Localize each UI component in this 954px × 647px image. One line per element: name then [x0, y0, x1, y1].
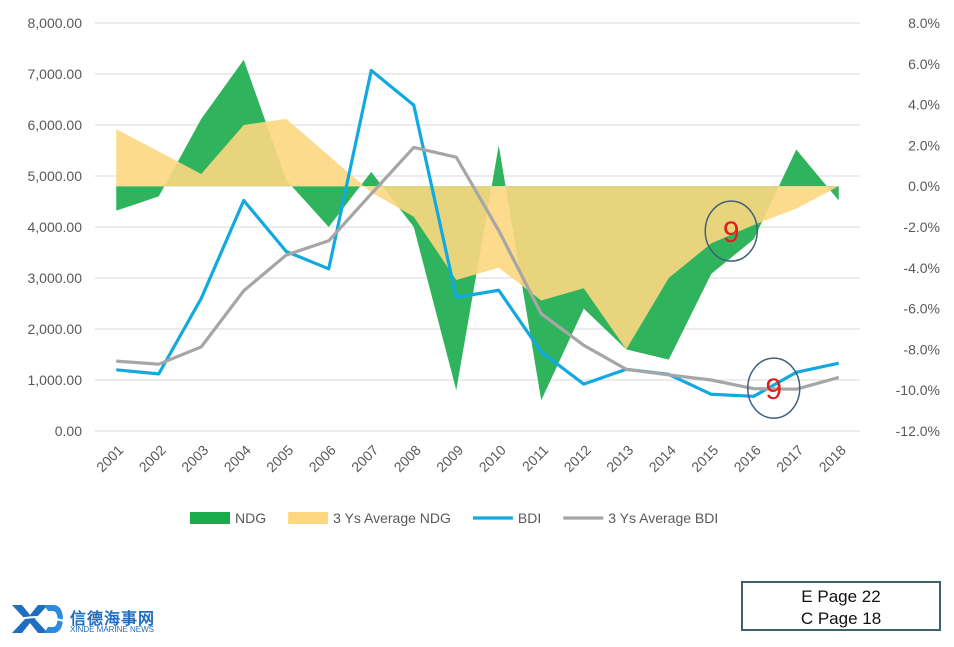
x-tick-label: 2008 — [391, 442, 424, 475]
x-tick-label: 2014 — [646, 442, 679, 475]
y-right-tick-label: -2.0% — [903, 219, 940, 235]
y-left-tick-label: 2,000.00 — [28, 321, 83, 337]
annotations: 99 — [704, 200, 801, 419]
legend-label: NDG — [235, 510, 266, 526]
annotation-label: 9 — [723, 216, 740, 249]
y-right-tick-label: 2.0% — [908, 137, 940, 153]
logo-mark-icon — [11, 605, 65, 633]
legend-swatch — [288, 512, 329, 524]
x-tick-label: 2011 — [519, 442, 552, 475]
y-right-tick-label: 0.0% — [908, 178, 940, 194]
x-tick-label: 2018 — [816, 442, 849, 475]
x-tick-label: 2015 — [688, 442, 721, 475]
xinde-logo: 信德海事网 XINDE MARINE NEWS — [10, 603, 170, 639]
legend-label: 3 Ys Average NDG — [333, 510, 451, 526]
x-tick-label: 2013 — [603, 442, 636, 475]
legend: NDG 3 Ys Average NDG BDI 3 Ys Average BDI — [190, 510, 718, 526]
y-right-tick-label: -6.0% — [903, 301, 940, 317]
chart: 0.00 1,000.00 2,000.00 3,000.00 4,000.00 5,00… — [28, 15, 941, 526]
page-ref-line-1: E Page 22 — [801, 587, 881, 606]
x-tick-label: 2009 — [433, 442, 466, 475]
page-reference-box: E Page 22 C Page 18 — [741, 581, 941, 631]
x-tick-label: 2005 — [263, 442, 296, 475]
area-3-ys-average-ndg — [116, 118, 839, 350]
x-tick-label: 2003 — [178, 442, 211, 475]
annotation-circle — [704, 200, 758, 262]
x-tick-label: 2007 — [348, 442, 381, 475]
y-right-tick-label: 8.0% — [908, 15, 940, 31]
legend-label: BDI — [518, 510, 541, 526]
y-right-tick-label: -10.0% — [896, 382, 940, 398]
y-left-tick-label: 0.00 — [55, 423, 82, 439]
x-tick-label: 2017 — [773, 442, 806, 475]
annotation-label: 9 — [765, 373, 782, 406]
logo-text-zh: 信德海事网 — [70, 609, 156, 628]
logo-text-en: XINDE MARINE NEWS — [70, 625, 155, 634]
y-left-tick-label: 7,000.00 — [28, 66, 83, 82]
y-left-axis: 0.00 1,000.00 2,000.00 3,000.00 4,000.00 5,00… — [28, 15, 83, 439]
y-right-tick-label: -8.0% — [903, 341, 940, 357]
area-series — [116, 59, 839, 401]
x-tick-label: 2016 — [731, 442, 764, 475]
line-3-ys-average-bdi — [116, 145, 840, 391]
legend-label: 3 Ys Average BDI — [608, 510, 718, 526]
y-right-tick-label: 4.0% — [908, 97, 940, 113]
line-series — [116, 68, 840, 398]
legend-swatch — [190, 512, 230, 524]
y-right-axis: -12.0% -10.0% -8.0% -6.0% -4.0% -2.0% 0.0% 2.0%… — [896, 15, 940, 439]
x-tick-label: 2001 — [93, 442, 126, 475]
y-left-tick-label: 6,000.00 — [28, 117, 83, 133]
y-right-tick-label: -4.0% — [903, 260, 940, 276]
line-bdi — [116, 68, 840, 398]
y-left-tick-label: 8,000.00 — [28, 15, 83, 31]
y-left-tick-label: 3,000.00 — [28, 270, 83, 286]
x-tick-label: 2010 — [476, 442, 509, 475]
y-left-tick-label: 4,000.00 — [28, 219, 83, 235]
y-left-tick-label: 1,000.00 — [28, 372, 83, 388]
x-axis: 2001 2002 2003 2004 2005 2006 2007 2008 2009 2010… — [93, 442, 849, 475]
y-left-tick-label: 5,000.00 — [28, 168, 83, 184]
x-tick-label: 2004 — [221, 442, 254, 475]
annotation-circle — [747, 357, 801, 419]
x-tick-label: 2006 — [306, 442, 339, 475]
y-right-tick-label: -12.0% — [896, 423, 940, 439]
x-tick-label: 2012 — [561, 442, 594, 475]
y-right-tick-label: 6.0% — [908, 56, 940, 72]
x-tick-label: 2002 — [136, 442, 169, 475]
page-ref-line-2: C Page 18 — [800, 609, 882, 628]
